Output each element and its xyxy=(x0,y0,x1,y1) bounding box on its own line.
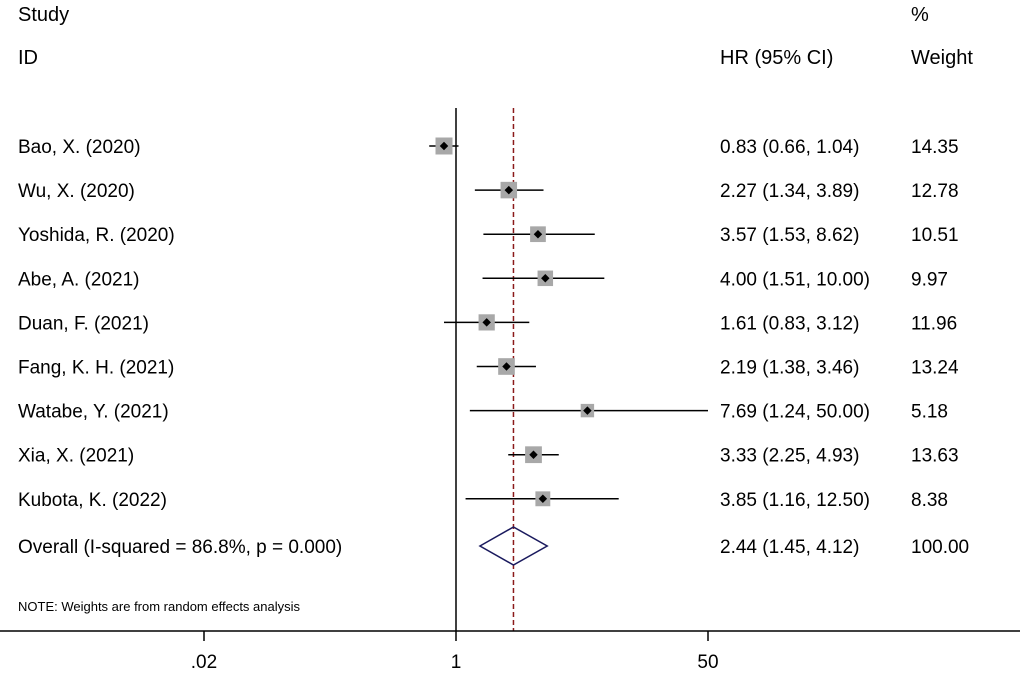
ci-text: 1.61 (0.83, 3.12) xyxy=(720,313,859,334)
point-estimate xyxy=(502,362,511,371)
point-estimate xyxy=(482,318,491,327)
study-row: Bao, X. (2020) 0.83 (0.66, 1.04) 14.35 xyxy=(18,137,959,158)
overall-diamond xyxy=(478,526,549,566)
study-row: Abe, A. (2021) 4.00 (1.51, 10.00) 9.97 xyxy=(18,269,948,290)
ci-text: 4.00 (1.51, 10.00) xyxy=(720,269,870,290)
ci-text: 2.27 (1.34, 3.89) xyxy=(720,181,859,202)
study-label: Fang, K. H. (2021) xyxy=(18,358,174,379)
point-estimate xyxy=(583,406,592,415)
point-estimate xyxy=(538,494,548,504)
study-row: Kubota, K. (2022) 3.85 (1.16, 12.50) 8.38 xyxy=(18,490,948,511)
study-row: Fang, K. H. (2021) 2.19 (1.38, 3.46) 13.24 xyxy=(18,358,959,379)
study-label: Wu, X. (2020) xyxy=(18,181,135,202)
weight-text: 10.51 xyxy=(911,225,959,246)
ci-text: 2.19 (1.38, 3.46) xyxy=(720,358,859,379)
weight-text: 9.97 xyxy=(911,269,948,290)
study-label: Yoshida, R. (2020) xyxy=(18,225,175,246)
point-estimate xyxy=(504,185,514,195)
x-tick-label: 1 xyxy=(451,652,462,673)
header-id: ID xyxy=(18,47,38,69)
overall-weight-text: 100.00 xyxy=(911,537,969,558)
ci-text: 7.69 (1.24, 50.00) xyxy=(720,402,870,423)
study-row: Duan, F. (2021) 1.61 (0.83, 3.12) 11.96 xyxy=(18,313,957,334)
weight-text: 13.63 xyxy=(911,446,959,467)
weight-text: 13.24 xyxy=(911,358,959,379)
overall-ci-text: 2.44 (1.45, 4.12) xyxy=(720,537,859,558)
weight-text: 11.96 xyxy=(911,313,957,334)
ci-text: 0.83 (0.66, 1.04) xyxy=(720,137,859,158)
study-rows: Bao, X. (2020) 0.83 (0.66, 1.04) 14.35 Wu, … xyxy=(18,137,959,511)
header-percent: % xyxy=(911,4,929,26)
overall-label: Overall (I-squared = 86.8%, p = 0.000) xyxy=(18,537,342,558)
study-label: Watabe, Y. (2021) xyxy=(18,402,169,423)
study-row: Xia, X. (2021) 3.33 (2.25, 4.93) 13.63 xyxy=(18,446,959,467)
study-label: Bao, X. (2020) xyxy=(18,137,141,158)
weight-text: 8.38 xyxy=(911,490,948,511)
study-row: Yoshida, R. (2020) 3.57 (1.53, 8.62) 10.51 xyxy=(18,225,959,246)
study-row: Watabe, Y. (2021) 7.69 (1.24, 50.00) 5.18 xyxy=(18,402,948,423)
x-axis-ticks: .02 1 50 xyxy=(191,631,719,673)
point-estimate xyxy=(529,450,538,459)
ci-text: 3.33 (2.25, 4.93) xyxy=(720,446,859,467)
header-study: Study xyxy=(18,4,69,26)
study-label: Xia, X. (2021) xyxy=(18,446,134,467)
weight-text: 12.78 xyxy=(911,181,959,202)
study-label: Kubota, K. (2022) xyxy=(18,490,167,511)
study-label: Abe, A. (2021) xyxy=(18,269,139,290)
ci-text: 3.57 (1.53, 8.62) xyxy=(720,225,859,246)
footnote: NOTE: Weights are from random effects an… xyxy=(18,599,301,614)
point-estimate xyxy=(439,141,449,151)
point-estimate xyxy=(541,274,550,283)
ci-text: 3.85 (1.16, 12.50) xyxy=(720,490,870,511)
study-label: Duan, F. (2021) xyxy=(18,313,149,334)
x-tick-label: .02 xyxy=(191,652,217,673)
x-tick-label: 50 xyxy=(697,652,718,673)
study-row: Wu, X. (2020) 2.27 (1.34, 3.89) 12.78 xyxy=(18,181,959,202)
header-effect: HR (95% CI) xyxy=(720,47,833,69)
weight-text: 5.18 xyxy=(911,402,948,423)
weight-text: 14.35 xyxy=(911,137,959,158)
header-weight: Weight xyxy=(911,47,973,69)
